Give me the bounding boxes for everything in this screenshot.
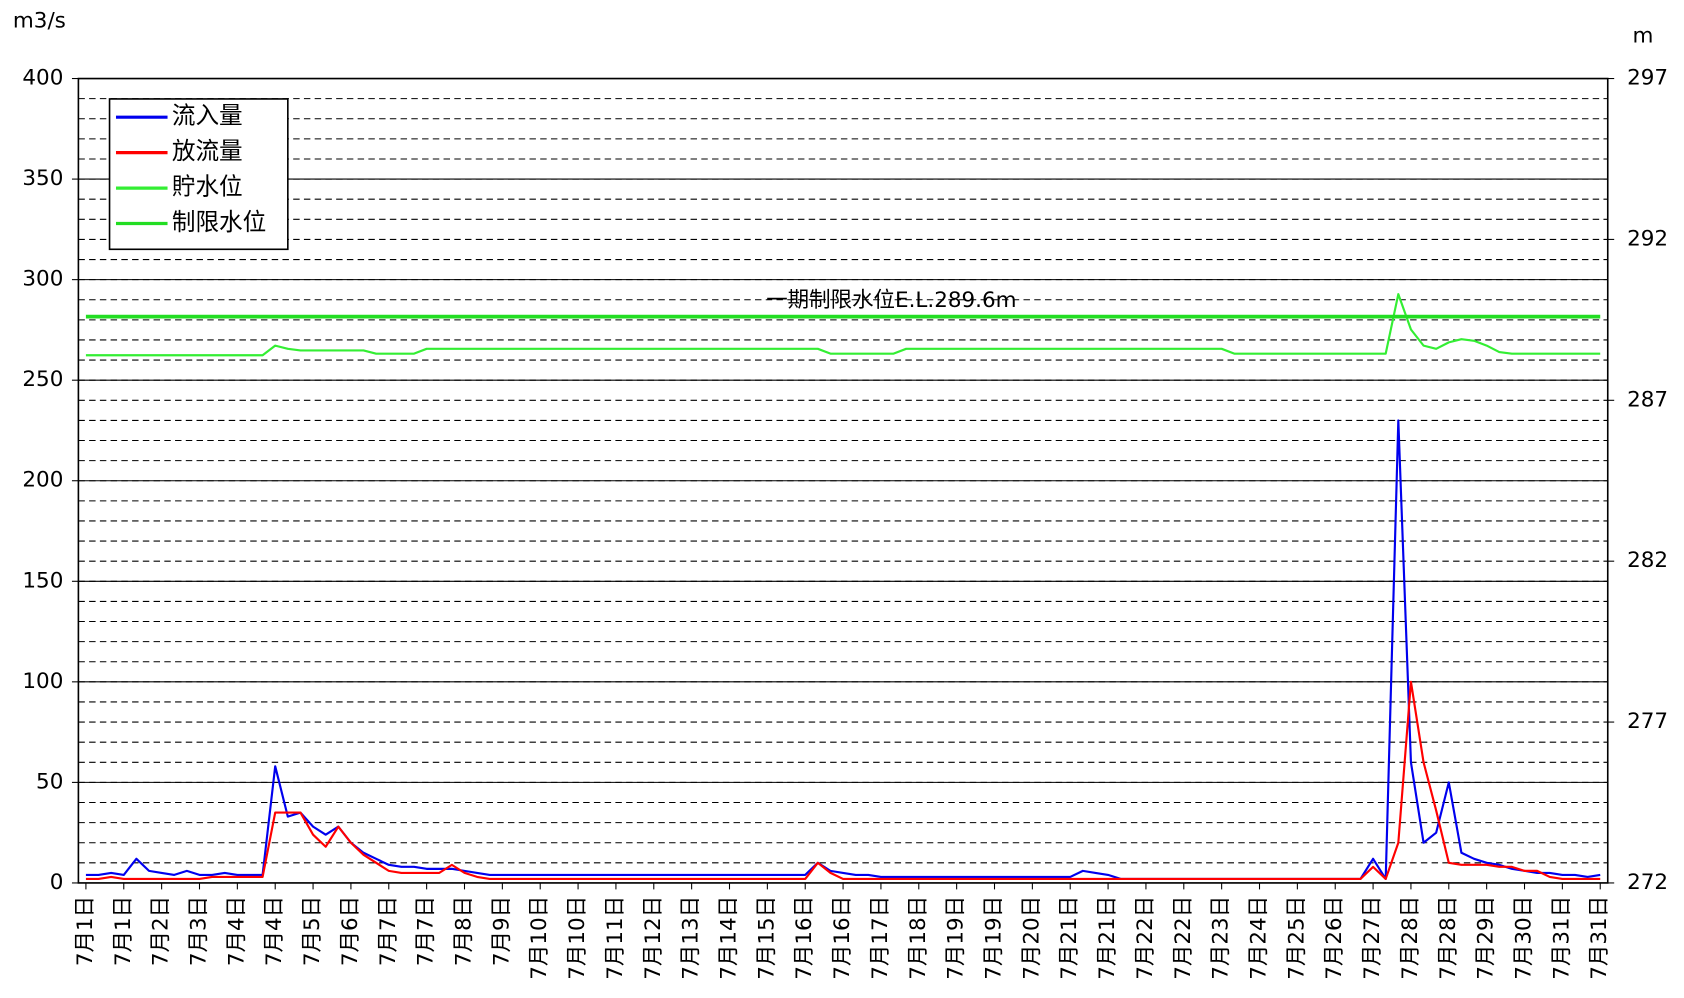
x-tick-label: 7月3日 <box>186 896 211 966</box>
y-tick-label: 50 <box>36 769 63 794</box>
x-tick-label: 7月22日 <box>1133 896 1158 980</box>
x-tick-label: 7月6日 <box>338 896 363 966</box>
x-tick-label: 7月10日 <box>565 896 590 980</box>
annotation: 一期制限水位E.L.289.6m <box>766 288 1016 313</box>
y-tick-label: 350 <box>22 166 63 191</box>
x-tick-label: 7月28日 <box>1398 896 1423 980</box>
y2-tick-label: 287 <box>1627 387 1668 412</box>
x-tick-label: 7月24日 <box>1247 896 1272 980</box>
x-tick-label: 7月15日 <box>754 896 779 980</box>
x-tick-label: 7月8日 <box>451 896 476 966</box>
x-tick-label: 7月28日 <box>1436 896 1461 980</box>
x-tick-label: 7月7日 <box>414 896 439 966</box>
x-tick-label: 7月19日 <box>982 896 1007 980</box>
x-tick-label: 7月11日 <box>603 896 628 980</box>
plot-frame <box>77 77 1609 884</box>
legend-label: 制限水位 <box>172 208 266 236</box>
x-tick-label: 7月1日 <box>111 896 136 966</box>
legend-label: 流入量 <box>172 102 243 130</box>
x-tick-label: 7月23日 <box>1209 896 1234 980</box>
x-tick-label: 7月14日 <box>717 896 742 980</box>
legend-label: 貯水位 <box>172 173 243 201</box>
x-tick-label: 7月17日 <box>868 896 893 980</box>
series-line <box>85 680 1601 880</box>
x-tick-label: 7月19日 <box>944 896 969 980</box>
y-tick-label: 150 <box>22 568 63 593</box>
y2-tick-label: 272 <box>1627 870 1668 895</box>
y2-tick-label: 292 <box>1627 226 1668 251</box>
series-line <box>85 293 1601 357</box>
x-tick-label: 7月12日 <box>641 896 666 980</box>
y-tick-label: 250 <box>22 367 63 392</box>
x-tick-label: 7月16日 <box>792 896 817 980</box>
x-tick-label: 7月2日 <box>149 896 174 966</box>
x-tick-label: 7月18日 <box>906 896 931 980</box>
x-tick-label: 7月30日 <box>1512 896 1537 980</box>
series-line <box>85 419 1601 880</box>
x-tick-label: 7月20日 <box>1019 896 1044 980</box>
x-tick-label: 7月21日 <box>1057 896 1082 980</box>
y-tick-label: 0 <box>50 870 64 895</box>
x-tick-label: 7月21日 <box>1095 896 1120 980</box>
y-axis-label: m3/s <box>13 9 66 34</box>
x-tick-label: 7月10日 <box>527 896 552 980</box>
legend-label: 放流量 <box>172 137 243 165</box>
x-tick-label: 7月7日 <box>376 896 401 966</box>
x-tick-label: 7月31日 <box>1549 896 1574 980</box>
x-tick-label: 7月5日 <box>300 896 325 966</box>
x-tick-label: 7月31日 <box>1587 896 1612 980</box>
x-tick-label: 7月27日 <box>1360 896 1385 980</box>
x-tick-label: 7月9日 <box>489 896 514 966</box>
x-tick-label: 7月25日 <box>1284 896 1309 980</box>
y-tick-label: 300 <box>22 267 63 292</box>
y2-tick-label: 282 <box>1627 548 1668 573</box>
y-tick-label: 200 <box>22 468 63 493</box>
x-tick-label: 7月13日 <box>679 896 704 980</box>
y-tick-label: 100 <box>22 669 63 694</box>
x-tick-label: 7月4日 <box>262 896 287 966</box>
x-tick-label: 7月22日 <box>1171 896 1196 980</box>
x-tick-label: 7月1日 <box>73 896 98 966</box>
x-tick-label: 7月16日 <box>830 896 855 980</box>
y2-tick-label: 277 <box>1627 709 1668 734</box>
y-tick-label: 400 <box>22 66 63 91</box>
x-tick-label: 7月4日 <box>224 896 249 966</box>
y2-axis-label: m <box>1632 24 1653 49</box>
x-tick-label: 7月26日 <box>1322 896 1347 980</box>
y2-tick-label: 297 <box>1627 66 1668 91</box>
x-tick-label: 7月29日 <box>1474 896 1499 980</box>
